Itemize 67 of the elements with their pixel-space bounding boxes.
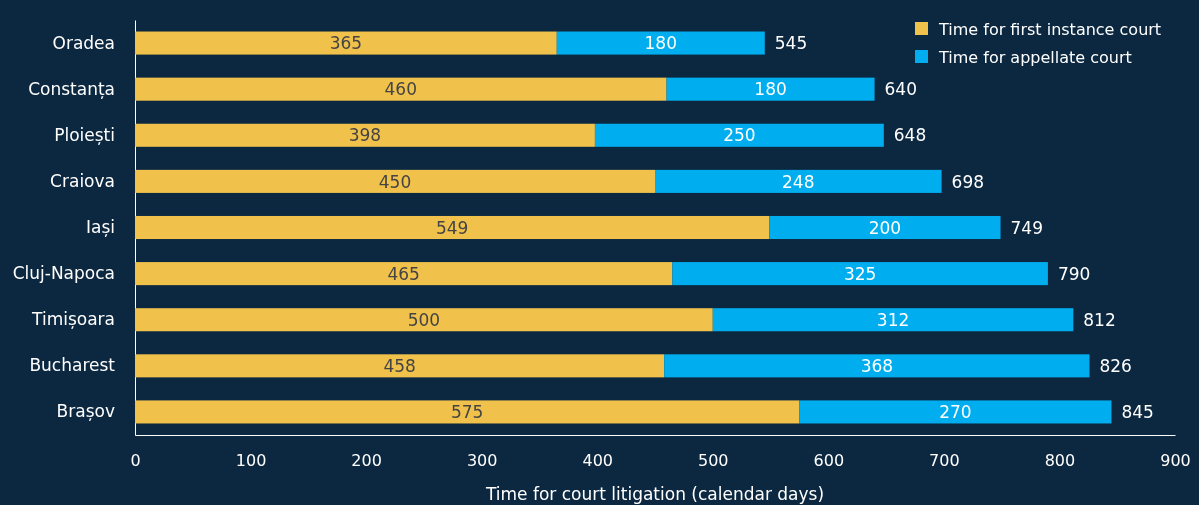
y-tick-label: Brașov — [56, 401, 115, 422]
bar — [594, 123, 884, 147]
x-tick-label: 100 — [235, 451, 267, 471]
y-tick-label: Craiova — [50, 170, 115, 191]
data-label: 575 — [451, 402, 484, 423]
y-tick-label: Bucharest — [29, 355, 116, 376]
total-label: 826 — [1099, 355, 1132, 376]
data-label: 248 — [782, 171, 815, 192]
x-tick-label: 600 — [813, 451, 845, 471]
data-label: 549 — [435, 217, 469, 238]
x-tick-label: 200 — [351, 451, 382, 471]
x-tick-label: 500 — [698, 451, 729, 471]
bar — [135, 354, 665, 378]
data-label: 180 — [644, 33, 677, 54]
x-axis-title: Time for court litigation (calendar days) — [484, 484, 825, 504]
bar — [135, 308, 713, 332]
x-tick-label: 400 — [582, 451, 613, 471]
bar — [135, 31, 557, 55]
bar — [135, 215, 770, 240]
total-label: 545 — [774, 33, 808, 54]
bar — [556, 31, 765, 55]
data-label: 458 — [383, 355, 416, 376]
data-label: 270 — [939, 402, 972, 423]
bar — [664, 354, 1090, 378]
data-label: 465 — [387, 263, 420, 284]
x-tick-label: 800 — [1044, 451, 1076, 471]
total-label: 749 — [1010, 217, 1043, 238]
data-label: 450 — [378, 171, 412, 192]
x-tick-label: 700 — [929, 451, 960, 471]
data-label: 250 — [723, 125, 756, 146]
bar — [135, 262, 673, 286]
y-tick-label: Oradea — [52, 32, 115, 53]
x-tick-label: 900 — [1160, 451, 1191, 471]
data-label: 368 — [860, 355, 894, 376]
data-label: 398 — [348, 125, 382, 146]
y-tick-label: Constanța — [28, 78, 115, 99]
bar — [672, 262, 1048, 286]
total-label: 648 — [893, 125, 927, 146]
y-tick-label: Ploiești — [54, 124, 115, 145]
bar — [135, 169, 655, 193]
data-label: 325 — [843, 263, 877, 284]
total-label: 698 — [951, 171, 985, 192]
total-label: 640 — [884, 79, 918, 100]
bar — [135, 77, 667, 101]
y-tick-label: Cluj-Napoca — [12, 263, 115, 284]
total-label: 845 — [1121, 402, 1154, 423]
data-label: 200 — [868, 217, 902, 238]
y-tick-label: Timișoara — [31, 309, 115, 330]
bar — [712, 308, 1074, 332]
data-label: 312 — [876, 309, 910, 330]
bar — [135, 123, 595, 147]
x-tick-label: 0 — [130, 451, 141, 471]
legend-label: Time for appellate court — [938, 47, 1132, 67]
x-tick-label: 300 — [466, 451, 498, 471]
data-label: 180 — [754, 79, 787, 100]
bar — [655, 169, 942, 193]
total-label: 812 — [1083, 309, 1116, 330]
bar — [135, 400, 800, 424]
bar — [769, 215, 1001, 240]
total-label: 790 — [1057, 263, 1091, 284]
bar — [799, 400, 1112, 424]
legend-label: Time for first instance court — [938, 19, 1162, 39]
data-label: 500 — [407, 309, 441, 330]
y-tick-label: Iași — [85, 216, 115, 237]
bar — [666, 77, 875, 101]
data-label: 365 — [329, 33, 363, 54]
data-label: 460 — [384, 79, 417, 100]
